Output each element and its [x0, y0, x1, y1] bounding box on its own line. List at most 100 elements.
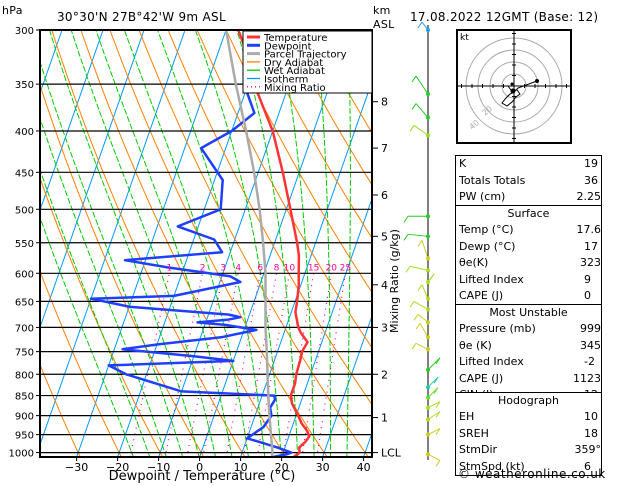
value: 18 — [584, 426, 598, 440]
background-lines — [40, 30, 372, 457]
legend-label: Dry Adiabat — [264, 58, 323, 69]
temperature-tick-label: 20 — [275, 461, 289, 474]
pressure-tick-label: 1000 — [9, 449, 34, 460]
profile-series — [89, 30, 311, 457]
isotherm-line — [240, 80, 372, 457]
wind-barb-flag — [429, 273, 435, 281]
surface-row: Lifted Index 9 — [456, 272, 601, 289]
hodograph-point — [535, 79, 539, 83]
label: Dewp (°C) — [459, 239, 516, 253]
wind-barb — [409, 265, 429, 271]
wet-adiabat-line — [40, 60, 184, 457]
value: 19 — [584, 157, 598, 170]
wind-barb — [427, 453, 441, 461]
wind-barb-dot — [426, 320, 430, 325]
value: 0 — [584, 289, 591, 302]
wind-barb-dot — [426, 234, 430, 239]
pressure-axis: 300 350 400 450 500 550 600 650 700 750 800 850 900 9… — [9, 26, 40, 460]
pressure-unit-label: hPa — [2, 4, 23, 17]
wind-barb-flag — [403, 234, 409, 241]
most-unstable-table: Most Unstable Pressure (mb) 999 θe (K) 345… — [455, 304, 602, 405]
wet-adiabat-line — [40, 216, 134, 457]
hodograph-table-title: Hodograph — [498, 394, 559, 407]
mixing-ratio-line — [242, 273, 278, 457]
dry-adiabat-line — [40, 176, 164, 457]
value: 345 — [580, 338, 601, 352]
value: 9 — [584, 272, 591, 286]
pressure-tick-label: 950 — [15, 431, 34, 442]
wind-barb-flag — [409, 301, 415, 308]
temperature-tick-label: 10 — [234, 461, 248, 474]
surface-row: Temp (°C) 17.6 — [456, 222, 601, 239]
mixing-ratio-label: 1 — [167, 263, 173, 273]
dry-adiabat-line — [196, 30, 372, 349]
wet-adiabat-line — [95, 30, 233, 457]
wind-barb-dot — [426, 214, 430, 219]
location-title: 30°30'N 27B°42'W 9m ASL — [57, 10, 226, 24]
wind-barb-dot — [426, 133, 430, 138]
value: 999 — [580, 322, 601, 335]
pressure-tick-label: 300 — [15, 26, 34, 37]
value: 36 — [584, 173, 598, 187]
wind-barb-dot — [426, 256, 430, 261]
value: 359° — [574, 443, 602, 456]
label: Lifted Index — [459, 272, 524, 286]
wind-barb — [415, 342, 429, 350]
isotherm-line — [199, 30, 350, 457]
height-tick-label: 6 — [381, 189, 388, 202]
wind-barb-dot — [426, 115, 430, 120]
wind-barb-flag — [411, 75, 417, 83]
value: 17 — [584, 239, 598, 253]
legend-label: Wet Adiabat — [264, 66, 325, 77]
mixing-ratio-line — [186, 273, 224, 457]
mixing-ratio-line — [164, 273, 204, 457]
wet-adiabat-line — [277, 30, 315, 457]
temperature-tick-label: −20 — [106, 461, 129, 474]
wind-barb-dot — [426, 296, 430, 301]
index-row-k: K 19 — [456, 156, 601, 173]
dry-adiabat-line — [51, 30, 246, 457]
wind-barb-flag — [405, 266, 411, 273]
wind-barb-dot — [426, 347, 430, 352]
wind-barb — [415, 103, 429, 118]
dry-adiabat-line — [109, 30, 328, 457]
pressure-tick-label: 500 — [15, 205, 34, 216]
mu-row: θe (K) 345 — [456, 338, 601, 355]
dry-adiabat-line — [80, 30, 287, 457]
surface-table: Surface Temp (°C) 17.6 Dewp (°C) 17 θe(K) 3… — [455, 205, 602, 322]
wind-barb-flag — [415, 323, 421, 330]
wind-barb — [413, 300, 429, 310]
pressure-tick-label: 700 — [15, 323, 34, 334]
label: Temp (°C) — [459, 223, 514, 236]
isotherm-line — [281, 197, 372, 457]
wind-barb — [413, 124, 429, 136]
wet-adiabat-line — [40, 116, 167, 457]
height-unit-label-km: km — [373, 4, 391, 17]
wind-barb-flag — [411, 103, 417, 110]
temperature-tick-label: 40 — [357, 461, 371, 474]
height-tick-label: 4 — [381, 279, 388, 292]
dry-adiabat-line — [40, 83, 205, 457]
wind-barb-dot — [426, 405, 430, 410]
mixing-ratio-label: 15 — [308, 263, 319, 273]
pressure-tick-label: 750 — [15, 348, 34, 359]
label: CAPE (J) — [459, 371, 504, 385]
wind-barb-flag — [417, 21, 423, 29]
pressure-tick-label: 400 — [15, 127, 34, 138]
temperature-line — [237, 30, 311, 457]
mu-row: CAPE (J) 1123 — [456, 371, 601, 388]
height-tick-label: 5 — [381, 230, 388, 243]
mu-row: Pressure (mb) 999 — [456, 321, 601, 338]
height-tick-label: LCL — [381, 447, 402, 460]
wind-barb — [427, 428, 441, 436]
dry-adiabat-line — [40, 269, 122, 457]
value: 1123 — [573, 371, 601, 385]
wind-barb-flag — [435, 428, 441, 435]
most-unstable-title: Most Unstable — [489, 306, 568, 319]
mixing-ratio-line — [202, 273, 239, 457]
hodograph-table: Hodograph EH 10 SREH 18 StmDir 359° StmSpd … — [455, 392, 602, 476]
pressure-tick-label: 850 — [15, 392, 34, 403]
hodograph-point — [510, 88, 516, 94]
